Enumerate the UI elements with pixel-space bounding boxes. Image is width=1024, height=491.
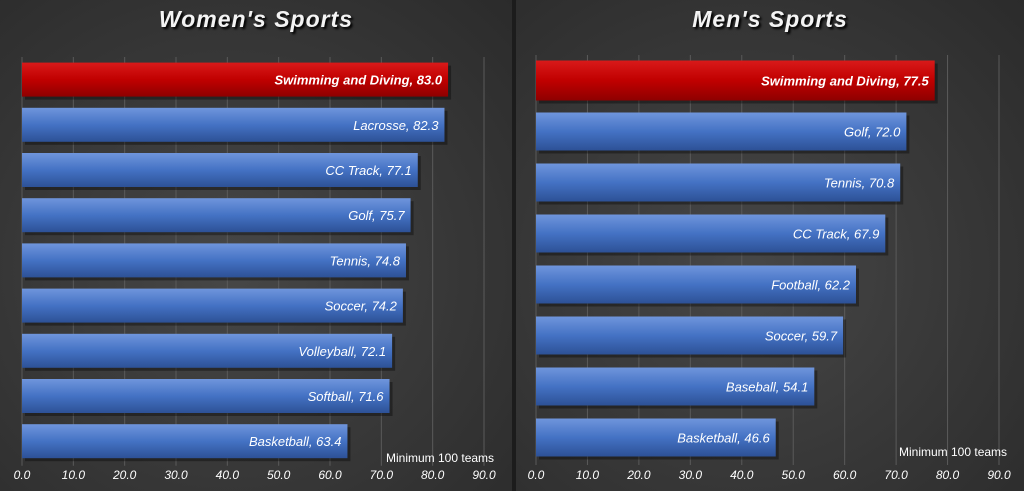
bar-highlight bbox=[536, 60, 935, 101]
x-tick-label: 90.0 bbox=[987, 468, 1011, 482]
bar-label: Lacrosse, 82.3 bbox=[353, 118, 439, 133]
women-sports-plot: Swimming and Diving, 83.0 Lacrosse, 82.3 C… bbox=[14, 57, 496, 482]
bar-label: Tennis, 70.8 bbox=[824, 176, 895, 191]
x-tick-label: 0.0 bbox=[528, 468, 545, 482]
men-sports-plot: Swimming and Diving, 77.5 Golf, 72.0 Tenni… bbox=[528, 55, 1011, 482]
x-tick-label: 90.0 bbox=[472, 468, 496, 482]
bar-label: Softball, 71.6 bbox=[308, 389, 385, 404]
x-tick-label: 70.0 bbox=[884, 468, 908, 482]
bar-label: Football, 62.2 bbox=[771, 278, 851, 293]
x-tick-label: 20.0 bbox=[112, 468, 137, 482]
x-tick-label: 60.0 bbox=[318, 468, 342, 482]
x-tick-label: 50.0 bbox=[267, 468, 291, 482]
bar bbox=[22, 153, 418, 187]
bar bbox=[22, 379, 390, 413]
bar-label: Tennis, 74.8 bbox=[330, 253, 401, 268]
bar-highlight bbox=[22, 62, 449, 97]
bar bbox=[536, 214, 886, 253]
panel-divider bbox=[512, 0, 516, 491]
x-tick-label: 20.0 bbox=[626, 468, 651, 482]
chart-title: Women's Sports bbox=[158, 6, 354, 32]
x-tick-label: 60.0 bbox=[833, 468, 857, 482]
bar bbox=[536, 163, 901, 202]
bar bbox=[536, 112, 907, 151]
men-sports-panel: Men's Sports Swimming and Diving, 77.5 Go… bbox=[516, 0, 1024, 491]
chart-title: Men's Sports bbox=[692, 6, 848, 32]
x-tick-label: 0.0 bbox=[14, 468, 31, 482]
minimum-teams-note: Minimum 100 teams bbox=[899, 445, 1008, 459]
bar bbox=[22, 107, 445, 142]
bar-label: Swimming and Diving, 77.5 bbox=[761, 74, 929, 89]
bar bbox=[22, 333, 393, 368]
bar bbox=[536, 418, 776, 457]
bar-label: Golf, 75.7 bbox=[348, 208, 405, 223]
x-tick-label: 80.0 bbox=[421, 468, 445, 482]
bar-label: Basketball, 63.4 bbox=[249, 434, 342, 449]
bar-label: CC Track, 67.9 bbox=[793, 227, 879, 242]
bar bbox=[22, 424, 348, 459]
x-tick-label: 10.0 bbox=[62, 468, 86, 482]
women-sports-panel: Women's Sports Swimming and Diving, 83.0… bbox=[0, 0, 512, 491]
x-tick-label: 40.0 bbox=[730, 468, 754, 482]
x-tick-label: 50.0 bbox=[782, 468, 806, 482]
bar-label: Baseball, 54.1 bbox=[726, 380, 808, 395]
x-tick-label: 30.0 bbox=[164, 468, 188, 482]
bar-label: Golf, 72.0 bbox=[844, 125, 901, 140]
bar-label: Volleyball, 72.1 bbox=[298, 344, 386, 359]
bar bbox=[22, 243, 406, 278]
bar bbox=[22, 288, 403, 323]
x-tick-label: 70.0 bbox=[370, 468, 394, 482]
x-tick-label: 80.0 bbox=[936, 468, 960, 482]
bar bbox=[536, 367, 815, 406]
x-tick-label: 30.0 bbox=[679, 468, 703, 482]
bar bbox=[22, 198, 411, 233]
bar-label: CC Track, 77.1 bbox=[325, 163, 411, 178]
bar bbox=[536, 265, 856, 304]
bar-label: Basketball, 46.6 bbox=[677, 431, 770, 446]
x-tick-label: 40.0 bbox=[216, 468, 240, 482]
bar-label: Swimming and Diving, 83.0 bbox=[274, 73, 442, 88]
bar-label: Soccer, 74.2 bbox=[325, 299, 398, 314]
x-tick-label: 10.0 bbox=[576, 468, 600, 482]
bar bbox=[536, 316, 844, 355]
minimum-teams-note: Minimum 100 teams bbox=[386, 451, 495, 465]
bar-label: Soccer, 59.7 bbox=[765, 329, 838, 344]
